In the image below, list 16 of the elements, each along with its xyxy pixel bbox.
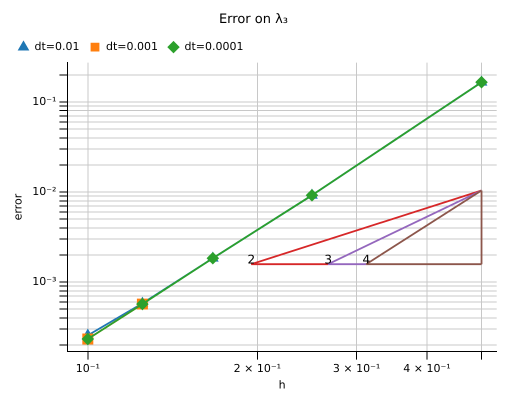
x-tick-label: 2 × 10⁻¹ [234,362,282,376]
legend-label: dt=0.01 [34,40,80,53]
x-tick-label: 10⁻¹ [76,362,100,376]
x-tick-label: 4 × 10⁻¹ [403,362,451,376]
x-tick-label: 3 × 10⁻¹ [332,362,380,376]
y-tick-label: 10⁻² [32,184,56,198]
legend-label: dt=0.001 [106,40,158,53]
annotation: 2 [248,252,256,266]
y-axis-title: error [11,193,24,220]
x-axis-title: h [278,378,286,392]
annotation: 4 [362,252,370,266]
legend-label: dt=0.0001 [184,40,244,53]
y-tick-label: 10⁻¹ [32,94,56,108]
chart-title: Error on λ₃ [218,12,288,28]
y-tick-label: 10⁻³ [32,274,56,288]
annotation: 3 [324,252,332,266]
